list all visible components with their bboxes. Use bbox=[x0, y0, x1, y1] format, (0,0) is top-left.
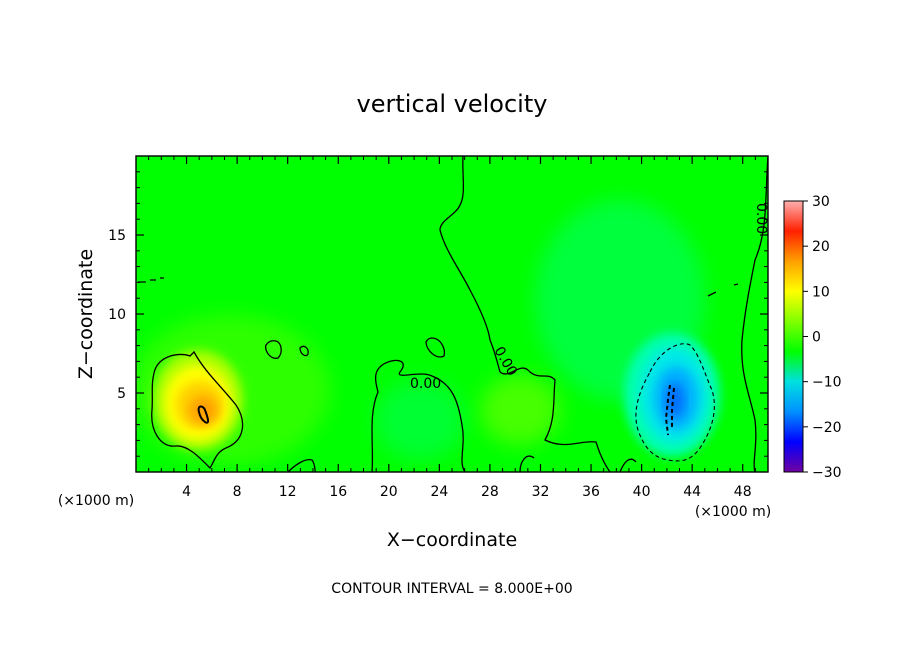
downdraft-region bbox=[624, 333, 720, 457]
colorbar-tick-label: −10 bbox=[812, 375, 842, 391]
contour-bottom-1 bbox=[287, 459, 317, 472]
x-tick-label: 48 bbox=[734, 484, 752, 500]
contour-label: 0.00 bbox=[753, 203, 769, 234]
x-axis-label: X−coordinate bbox=[387, 529, 517, 551]
contour-zero-edge bbox=[741, 156, 768, 472]
contour-downdraft-zero bbox=[635, 343, 715, 462]
contour-interval-note: CONTOUR INTERVAL = 8.000E+00 bbox=[331, 581, 572, 597]
contour-bottom-3 bbox=[619, 458, 637, 472]
chart-title: vertical velocity bbox=[357, 90, 548, 118]
field-region-weak-positive-center bbox=[480, 375, 560, 445]
contour-small-3 bbox=[425, 337, 446, 358]
contour-bottom-2 bbox=[519, 455, 535, 472]
x-tick-label: 8 bbox=[233, 484, 242, 500]
x-tick-label: 28 bbox=[481, 484, 499, 500]
x-tick-label: 44 bbox=[683, 484, 701, 500]
contour-updraft-zero bbox=[151, 350, 244, 470]
plot-area bbox=[136, 156, 768, 472]
x-tick-label: 32 bbox=[532, 484, 550, 500]
x-tick-label: 4 bbox=[182, 484, 191, 500]
y-tick-label: 10 bbox=[108, 307, 126, 323]
x-unit-right: (×1000 m) bbox=[695, 504, 771, 520]
contour-zero-right bbox=[499, 367, 611, 472]
contour-right-ticks bbox=[707, 283, 739, 297]
colorbar-tick-label: 20 bbox=[812, 239, 830, 255]
contour-small-1 bbox=[264, 340, 282, 359]
contour-small-2 bbox=[299, 345, 309, 357]
colorbar-ticks: 30 20 10 0 −10 −20 −30 bbox=[803, 194, 842, 481]
x-axis: 4 8 12 16 20 24 28 32 36 40 44 48 bbox=[148, 156, 756, 500]
y-tick-label: 15 bbox=[108, 228, 126, 244]
x-tick-label: 12 bbox=[279, 484, 297, 500]
contour-downdraft-core bbox=[664, 384, 675, 436]
x-tick-label: 36 bbox=[582, 484, 600, 500]
colorbar: 30 20 10 0 −10 −20 −30 bbox=[783, 194, 842, 481]
contour-label: 0.00 bbox=[410, 376, 441, 392]
y-axis-label: Z−coordinate bbox=[75, 249, 97, 379]
colorbar-tick-label: 0 bbox=[812, 330, 821, 346]
field-region-weak-negative-center bbox=[375, 380, 465, 460]
x-unit-left: (×1000 m) bbox=[58, 493, 134, 509]
contour-updraft-core bbox=[197, 405, 209, 424]
colorbar-tick-label: −30 bbox=[812, 465, 842, 481]
y-axis: 5 10 15 bbox=[108, 171, 768, 457]
contour-zero-center bbox=[371, 359, 466, 472]
contour-negative bbox=[635, 343, 715, 462]
x-tick-label: 20 bbox=[380, 484, 398, 500]
colorbar-tick-label: 30 bbox=[812, 194, 830, 210]
contour-zero-main bbox=[439, 156, 501, 373]
y-tick-label: 5 bbox=[117, 386, 126, 402]
x-tick-label: 16 bbox=[329, 484, 347, 500]
contour-lines bbox=[138, 156, 768, 472]
x-tick-label: 24 bbox=[430, 484, 448, 500]
updraft-region bbox=[153, 350, 243, 450]
x-tick-label: 40 bbox=[633, 484, 651, 500]
colorbar-bar bbox=[783, 200, 804, 473]
colorbar-tick-label: 10 bbox=[812, 284, 830, 300]
colorbar-tick-label: −20 bbox=[812, 420, 842, 436]
